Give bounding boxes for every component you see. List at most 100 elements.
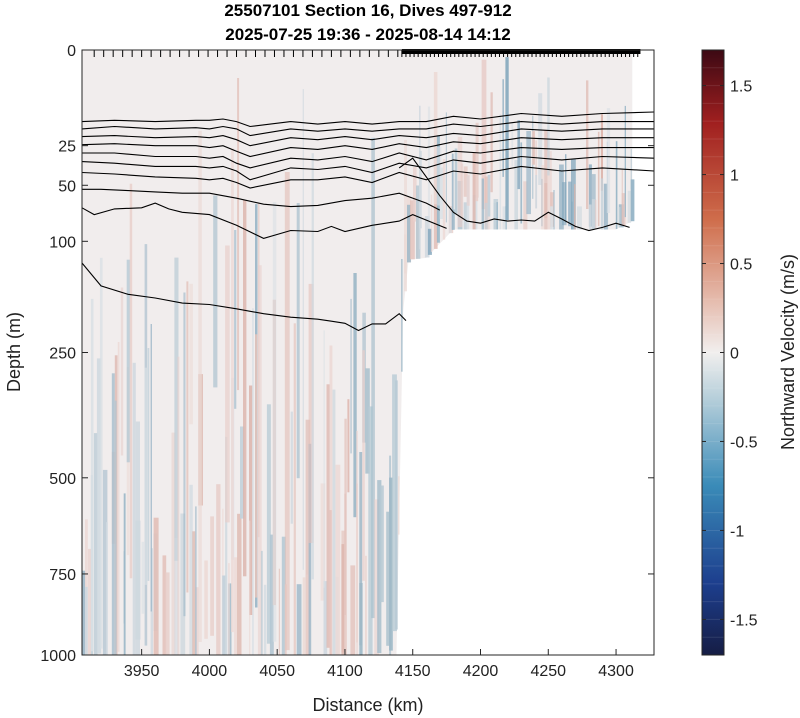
field-streak [460, 163, 464, 221]
y-tick-label: 750 [49, 567, 76, 584]
field-streak [517, 120, 520, 190]
field-streak [281, 536, 286, 655]
field-streak [123, 493, 126, 655]
field-streak [475, 122, 479, 198]
contour-line [82, 137, 654, 158]
colorbar-tick-label: -0.5 [730, 434, 758, 451]
field-streak [511, 122, 514, 167]
field-streak [514, 160, 518, 230]
field-streak [571, 159, 576, 230]
field-streak [588, 164, 592, 227]
field-streak [260, 550, 263, 655]
field-streak [347, 399, 350, 493]
field-streak [359, 452, 363, 646]
field-streak [174, 257, 179, 561]
field-streak [430, 194, 433, 252]
field-streak [186, 281, 189, 593]
field-streak [594, 199, 597, 230]
field-streak [96, 358, 102, 654]
field-streak [117, 342, 120, 652]
field-streak [380, 485, 384, 603]
y-axis-label: Depth (m) [4, 312, 24, 392]
field-streak [257, 203, 260, 538]
field-streak [389, 477, 393, 651]
field-streak [475, 163, 479, 202]
field-streak [365, 368, 370, 474]
dive-markers [93, 49, 641, 57]
field-streak [433, 72, 438, 205]
field-streak [371, 137, 375, 619]
field-streak [344, 493, 346, 615]
y-tick-label: 1000 [40, 648, 76, 665]
field-streak [302, 89, 304, 570]
field-streak [213, 195, 218, 388]
field-streak [463, 202, 469, 230]
field-streak [311, 153, 314, 580]
contour-lines [82, 111, 654, 332]
field-streak [272, 202, 277, 642]
field-streak [323, 330, 325, 588]
x-tick-label: 4050 [259, 663, 295, 680]
field-streak [257, 265, 262, 655]
field-streak [407, 204, 411, 263]
colorbar-label: Northward Velocity (m/s) [778, 254, 798, 450]
x-axis-label: Distance (km) [312, 695, 423, 715]
field-streak [547, 77, 550, 176]
field-streak [195, 587, 199, 655]
field-streak [365, 555, 367, 655]
field-streak [198, 130, 202, 643]
y-tick-label: 25 [58, 139, 76, 156]
field-streak [550, 206, 553, 230]
field-streak [630, 179, 635, 222]
field-streak [541, 165, 545, 230]
velocity-field [82, 50, 635, 655]
field-streak [249, 520, 251, 655]
contour-line [82, 202, 447, 239]
field-streak [445, 112, 447, 223]
colorbar-tick-label: 1 [730, 168, 739, 185]
field-streak [266, 404, 271, 644]
field-streak [153, 517, 159, 655]
contour-line [82, 155, 654, 181]
field-streak [269, 534, 274, 655]
field-streak [565, 154, 567, 223]
x-tick-label: 4300 [598, 663, 634, 680]
field-streak [544, 130, 549, 230]
colorbar-ticks: -1.5 -1 -0.5 0 0.5 1 1.5 [702, 79, 758, 629]
field-streak [568, 181, 572, 227]
field-streak [234, 557, 238, 655]
field-streak [395, 380, 398, 630]
x-tick-label: 4200 [463, 663, 499, 680]
field-streak [577, 206, 582, 230]
colorbar-tick-label: 0.5 [730, 257, 752, 274]
field-streak [454, 148, 458, 214]
field-streak [597, 131, 600, 226]
field-streak [234, 230, 237, 409]
colorbar-tick-label: 1.5 [730, 79, 752, 96]
field-streak [135, 421, 140, 655]
field-streak [630, 149, 632, 189]
field-streak [284, 172, 290, 651]
contour-line [82, 165, 654, 189]
field-streak [305, 574, 309, 655]
field-streak [374, 499, 379, 655]
field-streak [308, 283, 314, 543]
field-streak [237, 78, 240, 391]
y-tick-label: 500 [49, 471, 76, 488]
field-streak [252, 308, 254, 655]
field-streak [243, 200, 247, 577]
field-streak [150, 324, 152, 612]
field-streak [141, 541, 145, 614]
contour-line [398, 157, 630, 232]
field-streak [586, 80, 589, 210]
field-streak [424, 216, 430, 258]
field-streak [162, 555, 167, 655]
field-streak [174, 538, 179, 655]
field-streak [90, 298, 94, 652]
field-streak [559, 164, 564, 230]
field-streak [526, 131, 531, 215]
field-streak [263, 584, 267, 655]
field-streak [255, 334, 258, 598]
field-streak [398, 476, 400, 535]
field-streak [195, 506, 197, 655]
